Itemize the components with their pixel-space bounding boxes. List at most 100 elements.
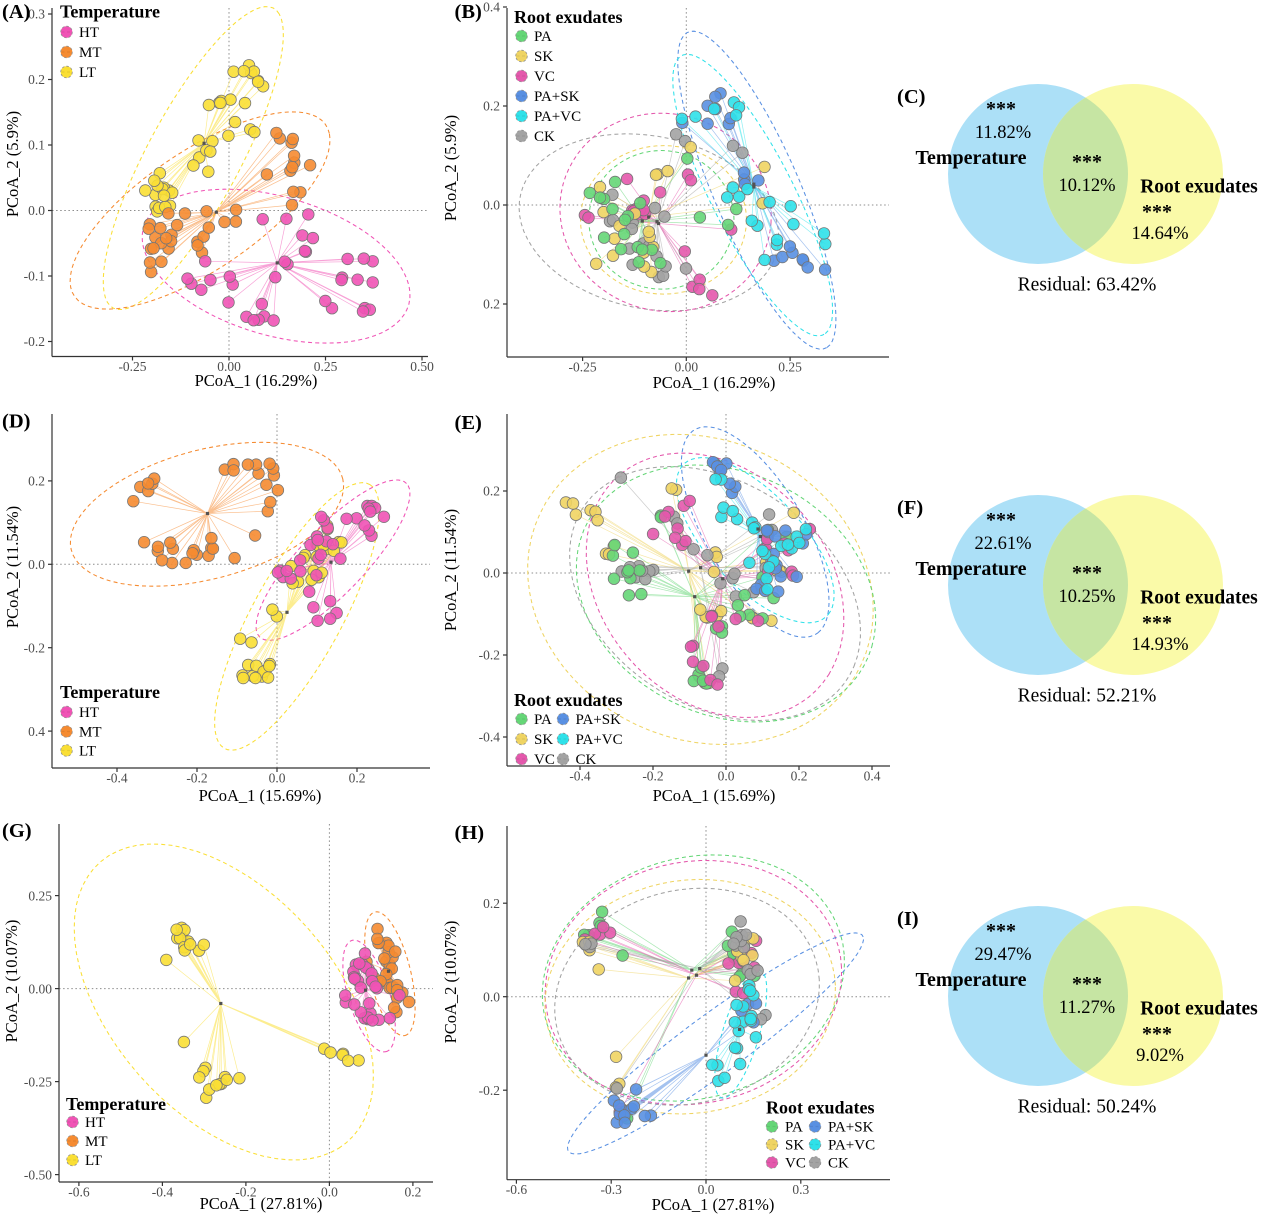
svg-text:0.4: 0.4 xyxy=(864,769,881,784)
svg-text:PCoA_1 (16.29%): PCoA_1 (16.29%) xyxy=(653,373,776,392)
svg-text:(B): (B) xyxy=(455,1,482,23)
svg-text:0.3: 0.3 xyxy=(792,1182,809,1197)
svg-text:LT: LT xyxy=(79,743,96,759)
svg-text:Root exudates: Root exudates xyxy=(1140,999,1258,1020)
svg-text:CK: CK xyxy=(828,1155,849,1171)
svg-text:0.50: 0.50 xyxy=(410,359,434,374)
svg-text:-0.3: -0.3 xyxy=(601,1182,623,1197)
svg-text:Temperature: Temperature xyxy=(60,2,160,22)
svg-text:-0.4: -0.4 xyxy=(152,1185,174,1200)
svg-text:(C): (C) xyxy=(897,86,925,108)
svg-text:CK: CK xyxy=(576,752,597,768)
svg-text:***: *** xyxy=(1142,201,1172,223)
svg-text:0.25: 0.25 xyxy=(314,359,338,374)
svg-text:SK: SK xyxy=(785,1137,804,1153)
svg-text:PCoA_2 (10.07%): PCoA_2 (10.07%) xyxy=(441,921,460,1044)
svg-text:-0.50: -0.50 xyxy=(24,1167,52,1182)
svg-text:0.2: 0.2 xyxy=(483,896,500,911)
svg-text:Temperature: Temperature xyxy=(915,969,1026,991)
svg-text:(D): (D) xyxy=(2,411,30,433)
svg-text:0.0: 0.0 xyxy=(483,566,500,581)
svg-text:Temperature: Temperature xyxy=(66,1094,166,1114)
svg-text:-0.1: -0.1 xyxy=(24,269,45,284)
svg-text:0.0: 0.0 xyxy=(483,198,500,213)
svg-text:22.61%: 22.61% xyxy=(974,534,1031,554)
svg-text:-0.4: -0.4 xyxy=(569,769,591,784)
svg-text:Root exudates: Root exudates xyxy=(766,1098,875,1118)
svg-text:HT: HT xyxy=(85,1115,105,1131)
svg-text:0.2: 0.2 xyxy=(349,771,366,786)
svg-text:0.2: 0.2 xyxy=(483,484,500,499)
svg-text:Temperature: Temperature xyxy=(915,558,1026,580)
svg-text:Residual: 63.42%: Residual: 63.42% xyxy=(1018,275,1157,296)
svg-text:0.25: 0.25 xyxy=(778,360,802,375)
svg-text:***: *** xyxy=(1142,1023,1172,1045)
svg-text:-0.25: -0.25 xyxy=(569,360,597,375)
svg-text:0.3: 0.3 xyxy=(28,7,45,22)
svg-text:0.2: 0.2 xyxy=(791,769,808,784)
svg-text:PA+VC: PA+VC xyxy=(828,1137,875,1153)
svg-text:***: *** xyxy=(1072,151,1102,173)
svg-text:CK: CK xyxy=(534,129,555,145)
svg-text:0.00: 0.00 xyxy=(28,981,52,996)
svg-text:(A): (A) xyxy=(2,1,30,23)
svg-text:-0.2: -0.2 xyxy=(186,771,207,786)
svg-text:(G): (G) xyxy=(2,820,32,842)
svg-text:0.25: 0.25 xyxy=(28,888,52,903)
svg-text:0.4: 0.4 xyxy=(483,0,500,15)
svg-text:Root exudates: Root exudates xyxy=(514,7,623,27)
svg-text:VC: VC xyxy=(785,1155,806,1171)
svg-text:-0.2: -0.2 xyxy=(479,1083,500,1098)
svg-text:PA+SK: PA+SK xyxy=(828,1119,874,1135)
svg-text:(E): (E) xyxy=(455,412,482,434)
svg-text:LT: LT xyxy=(85,1153,102,1169)
svg-text:PA: PA xyxy=(534,712,552,728)
svg-text:Temperature: Temperature xyxy=(915,147,1026,169)
svg-text:11.27%: 11.27% xyxy=(1059,998,1115,1018)
svg-text:PCoA_1 (15.69%): PCoA_1 (15.69%) xyxy=(653,786,776,805)
svg-text:(H): (H) xyxy=(455,822,485,844)
svg-text:PCoA_1 (27.81%): PCoA_1 (27.81%) xyxy=(652,1195,775,1214)
svg-text:Temperature: Temperature xyxy=(60,682,160,702)
svg-text:Root exudates: Root exudates xyxy=(1140,588,1258,609)
svg-text:PA+SK: PA+SK xyxy=(534,89,580,105)
svg-text:(I): (I) xyxy=(897,908,919,930)
svg-text:29.47%: 29.47% xyxy=(974,945,1031,965)
svg-text:14.93%: 14.93% xyxy=(1131,635,1188,655)
svg-text:0.2: 0.2 xyxy=(28,72,45,87)
svg-text:-0.2: -0.2 xyxy=(235,1185,256,1200)
svg-text:PA+VC: PA+VC xyxy=(576,732,623,748)
svg-text:PA: PA xyxy=(785,1119,803,1135)
svg-text:0.2: 0.2 xyxy=(483,99,500,114)
svg-text:10.25%: 10.25% xyxy=(1058,587,1115,607)
svg-text:-0.2: -0.2 xyxy=(24,640,45,655)
svg-text:0.00: 0.00 xyxy=(217,359,241,374)
svg-text:SK: SK xyxy=(534,49,553,65)
svg-text:MT: MT xyxy=(85,1134,108,1150)
svg-text:***: *** xyxy=(1072,973,1102,995)
svg-text:0.2: 0.2 xyxy=(483,297,500,312)
svg-text:MT: MT xyxy=(79,45,102,61)
svg-text:-0.2: -0.2 xyxy=(479,648,500,663)
svg-text:9.02%: 9.02% xyxy=(1136,1046,1184,1066)
svg-text:-0.2: -0.2 xyxy=(642,769,663,784)
svg-text:PCoA_2 (11.54%): PCoA_2 (11.54%) xyxy=(3,506,22,628)
svg-text:0.2: 0.2 xyxy=(28,474,45,489)
svg-text:***: *** xyxy=(986,920,1016,942)
svg-text:PA+SK: PA+SK xyxy=(576,712,622,728)
svg-text:-0.2: -0.2 xyxy=(24,334,45,349)
svg-text:0.0: 0.0 xyxy=(28,203,45,218)
svg-text:-0.6: -0.6 xyxy=(68,1185,90,1200)
svg-text:-0.25: -0.25 xyxy=(118,359,146,374)
svg-text:0.4: 0.4 xyxy=(28,724,45,739)
svg-text:HT: HT xyxy=(79,25,99,41)
svg-text:Residual: 50.24%: Residual: 50.24% xyxy=(1018,1097,1157,1118)
svg-text:0.0: 0.0 xyxy=(269,771,286,786)
svg-text:-0.6: -0.6 xyxy=(506,1182,528,1197)
svg-text:SK: SK xyxy=(534,732,553,748)
svg-text:Root exudates: Root exudates xyxy=(1140,177,1258,198)
svg-text:PCoA_1 (27.81%): PCoA_1 (27.81%) xyxy=(200,1194,323,1213)
svg-text:LT: LT xyxy=(79,65,96,81)
svg-text:VC: VC xyxy=(534,69,555,85)
svg-text:MT: MT xyxy=(79,724,102,740)
